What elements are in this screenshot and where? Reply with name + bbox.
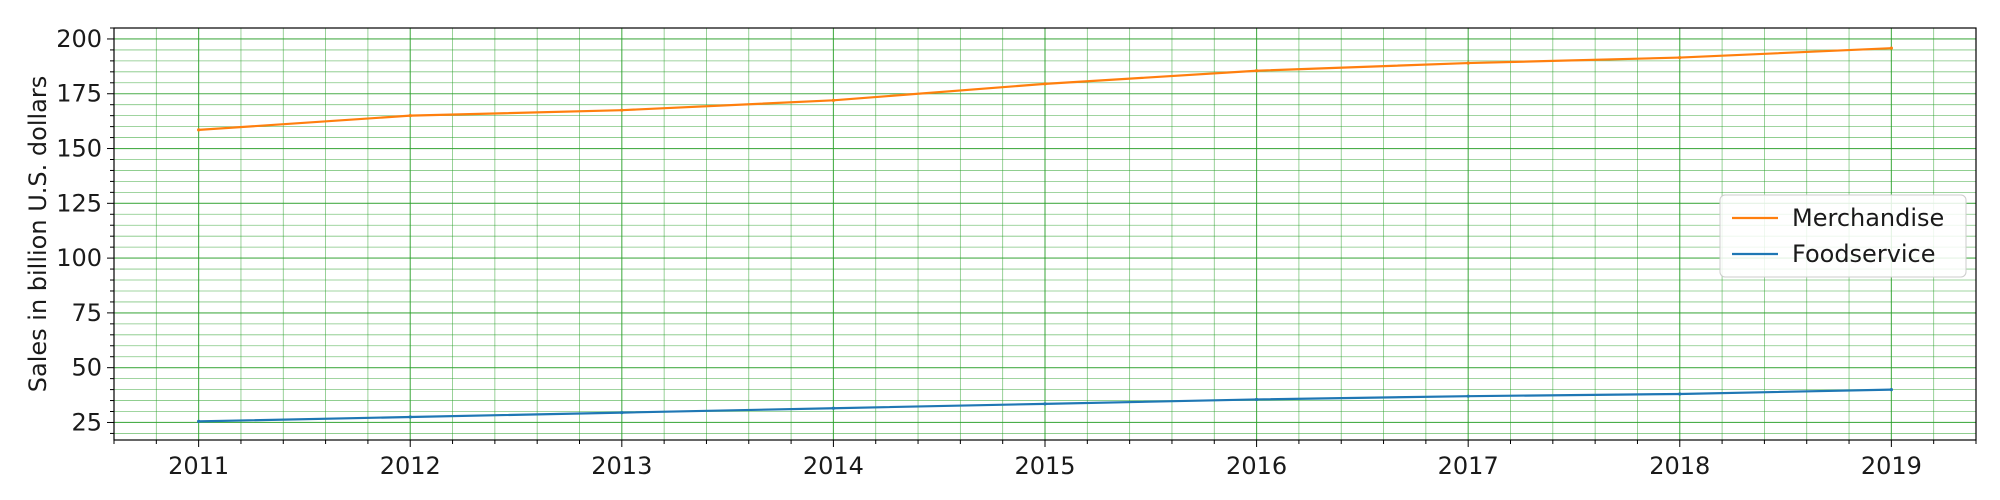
foodservice-data-point <box>831 406 836 410</box>
axis-ticks: 2011 2012 2013 2014 2015 2016 2017 2018 2019 25 50… <box>56 25 1977 480</box>
y-tick-label: 25 <box>71 408 102 436</box>
foodservice-data-point <box>197 419 201 423</box>
y-tick-label: 75 <box>71 299 102 327</box>
merchandise-data-point <box>197 128 201 132</box>
x-tick-label: 2012 <box>380 452 441 480</box>
x-tick-label: 2016 <box>1226 452 1287 480</box>
merchandise-data-point <box>1254 69 1259 73</box>
foodservice-data-point <box>1889 387 1893 392</box>
x-tick-label: 2018 <box>1649 452 1710 480</box>
grid <box>113 27 1977 440</box>
y-tick-label: 200 <box>56 25 102 53</box>
merchandise-data-point <box>1466 61 1470 65</box>
y-tick-label: 125 <box>56 189 102 217</box>
x-tick-label: 2014 <box>803 452 864 480</box>
foodservice-data-point <box>1466 394 1470 398</box>
y-axis-label: Sales in billion U.S. dollars <box>24 76 52 392</box>
merchandise-data-point <box>831 98 836 102</box>
foodservice-legend-label: Foodservice <box>1792 240 1936 268</box>
foodservice-data-point <box>1678 392 1682 396</box>
merchandise-data-point <box>1889 46 1893 50</box>
x-tick-label: 2017 <box>1438 452 1499 480</box>
legend: Merchandise Foodservice <box>1719 194 1967 278</box>
series-lines <box>197 46 1893 423</box>
foodservice-data-point <box>408 415 412 419</box>
x-tick-label: 2013 <box>591 452 652 480</box>
y-tick-label: 100 <box>56 244 102 272</box>
merchandise-data-point <box>408 114 412 118</box>
merchandise-data-point <box>620 108 624 112</box>
x-tick-label: 2011 <box>168 452 229 480</box>
y-tick-label: 150 <box>56 135 102 163</box>
y-tick-label: 50 <box>71 354 102 382</box>
foodservice-data-point <box>1043 402 1047 406</box>
merchandise-data-point <box>1043 82 1047 86</box>
merchandise-data-point <box>1678 55 1682 60</box>
x-tick-label: 2019 <box>1861 452 1922 480</box>
y-tick-label: 175 <box>56 80 102 108</box>
foodservice-data-point <box>1254 397 1259 402</box>
x-tick-label: 2015 <box>1014 452 1075 480</box>
merchandise-legend-label: Merchandise <box>1792 204 1944 232</box>
foodservice-data-point <box>620 411 624 415</box>
legend-box <box>1719 194 1967 278</box>
